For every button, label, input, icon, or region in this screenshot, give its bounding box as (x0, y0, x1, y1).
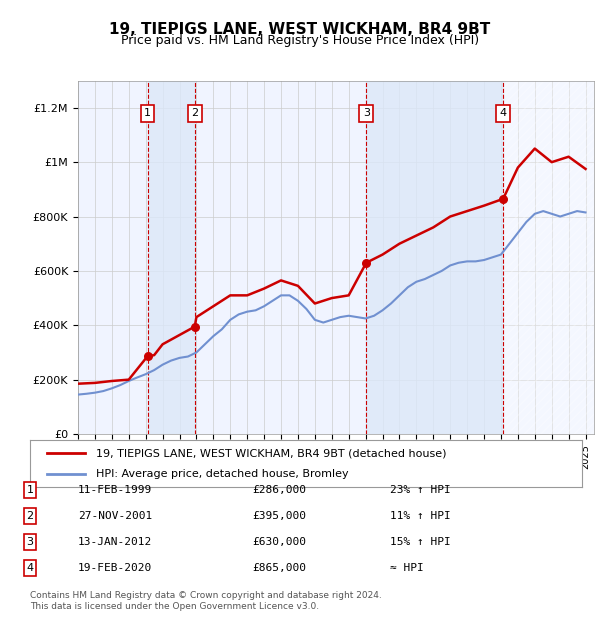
Text: £630,000: £630,000 (252, 537, 306, 547)
Point (361, 258, 371, 268)
Text: 2: 2 (191, 108, 198, 118)
Text: 19-FEB-2020: 19-FEB-2020 (78, 563, 152, 573)
Text: HPI: Average price, detached house, Bromley: HPI: Average price, detached house, Brom… (96, 469, 349, 479)
Bar (366, 81, 503, 434)
Point (499, 194, 508, 204)
Text: 15% ↑ HPI: 15% ↑ HPI (390, 537, 451, 547)
Text: 11% ↑ HPI: 11% ↑ HPI (390, 511, 451, 521)
Text: ≈ HPI: ≈ HPI (390, 563, 424, 573)
Text: 2: 2 (26, 511, 34, 521)
Bar (148, 81, 195, 434)
Text: 1: 1 (26, 485, 34, 495)
Text: 13-JAN-2012: 13-JAN-2012 (78, 537, 152, 547)
Text: 1: 1 (144, 108, 151, 118)
Text: £865,000: £865,000 (252, 563, 306, 573)
Text: 11-FEB-1999: 11-FEB-1999 (78, 485, 152, 495)
Text: 19, TIEPIGS LANE, WEST WICKHAM, BR4 9BT: 19, TIEPIGS LANE, WEST WICKHAM, BR4 9BT (109, 22, 491, 37)
Text: 27-NOV-2001: 27-NOV-2001 (78, 511, 152, 521)
Text: 19, TIEPIGS LANE, WEST WICKHAM, BR4 9BT (detached house): 19, TIEPIGS LANE, WEST WICKHAM, BR4 9BT … (96, 448, 447, 458)
Text: 4: 4 (500, 108, 507, 118)
Point (143, 352, 152, 361)
Text: Contains HM Land Registry data © Crown copyright and database right 2024.
This d: Contains HM Land Registry data © Crown c… (30, 591, 382, 611)
Text: £286,000: £286,000 (252, 485, 306, 495)
Text: Price paid vs. HM Land Registry's House Price Index (HPI): Price paid vs. HM Land Registry's House … (121, 34, 479, 47)
Text: 23% ↑ HPI: 23% ↑ HPI (390, 485, 451, 495)
Bar (503, 81, 594, 434)
Point (190, 322, 200, 332)
Text: 3: 3 (26, 537, 34, 547)
Text: £395,000: £395,000 (252, 511, 306, 521)
Text: 4: 4 (26, 563, 34, 573)
Text: 3: 3 (363, 108, 370, 118)
